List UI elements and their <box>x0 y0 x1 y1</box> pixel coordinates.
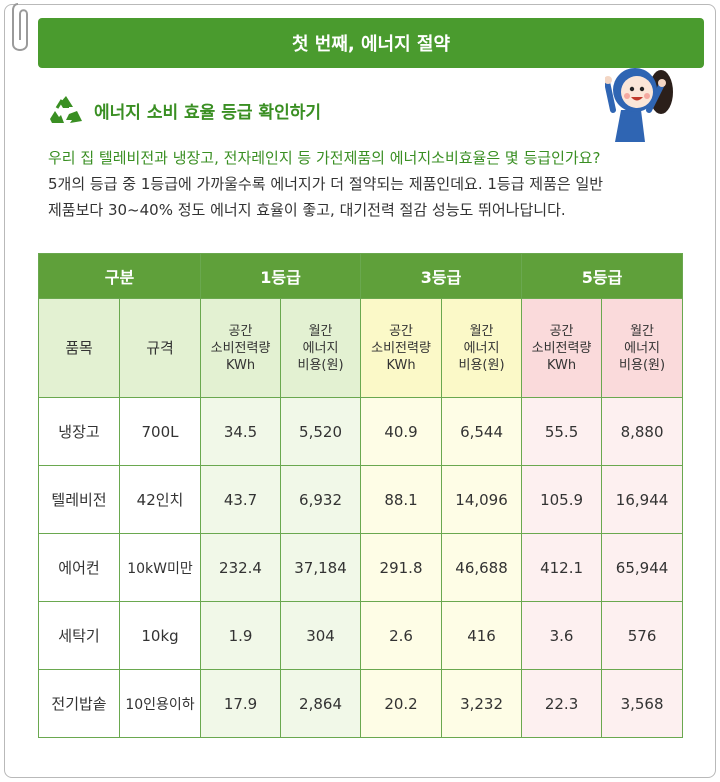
value-cell: 105.9 <box>521 465 603 534</box>
value-cell: 46,688 <box>441 533 523 602</box>
mascot-illustration <box>605 68 673 142</box>
value-cell: 37,184 <box>280 533 362 602</box>
value-cell: 55.5 <box>521 397 603 466</box>
value-cell: 16,944 <box>601 465 684 534</box>
value-cell: 20.2 <box>360 669 443 738</box>
grade-5-power-header: 공간 소비전력량 KWh <box>521 298 603 398</box>
intro-question: 우리 집 텔레비전과 냉장고, 전자레인지 등 가전제품의 에너지소비효율은 몇… <box>48 149 601 167</box>
intro-line-3: 제품보다 30~40% 정도 에너지 효율이 좋고, 대기전력 절감 성능도 뛰… <box>48 201 566 219</box>
spec-cell: 10kg <box>118 601 202 670</box>
value-cell: 2,864 <box>280 669 362 738</box>
table-row: 냉장고 700L 34.5 5,520 40.9 6,544 55.5 8,88… <box>38 397 684 466</box>
value-cell: 3,568 <box>601 669 684 738</box>
intro-text: 우리 집 텔레비전과 냉장고, 전자레인지 등 가전제품의 에너지소비효율은 몇… <box>48 145 678 223</box>
value-cell: 3.6 <box>521 601 603 670</box>
paper-clip-icon <box>12 3 28 51</box>
value-cell: 3,232 <box>441 669 523 738</box>
value-cell: 43.7 <box>200 465 282 534</box>
banner: 첫 번째, 에너지 절약 <box>38 18 704 68</box>
intro-line-2: 5개의 등급 중 1등급에 가까울수록 에너지가 더 절약되는 제품인데요. 1… <box>48 175 604 193</box>
value-cell: 34.5 <box>200 397 282 466</box>
value-cell: 40.9 <box>360 397 443 466</box>
value-cell: 412.1 <box>521 533 603 602</box>
grade-3-header: 3등급 <box>360 253 523 299</box>
item-header: 품목 <box>38 298 120 398</box>
grade-1-power-header: 공간 소비전력량 KWh <box>200 298 282 398</box>
section-title: 에너지 소비 효율 등급 확인하기 <box>94 102 321 123</box>
value-cell: 17.9 <box>200 669 282 738</box>
efficiency-table: 구분 1등급 3등급 5등급 품목 규격 공간 소비전력량 KWh 월간 에너지 비용(… <box>37 253 684 738</box>
value-cell: 8,880 <box>601 397 684 466</box>
table-header-row-2: 품목 규격 공간 소비전력량 KWh 월간 에너지 비용(원) 공간 소비전력량 KWh 월… <box>38 298 684 398</box>
value-cell: 65,944 <box>601 533 684 602</box>
spec-header: 규격 <box>118 298 202 398</box>
table-header-row-1: 구분 1등급 3등급 5등급 <box>37 253 684 299</box>
value-cell: 88.1 <box>360 465 443 534</box>
table-row: 에어컨 10kW미만 232.4 37,184 291.8 46,688 412… <box>38 533 684 602</box>
value-cell: 2.6 <box>360 601 443 670</box>
value-cell: 291.8 <box>360 533 443 602</box>
value-cell: 6,544 <box>441 397 523 466</box>
section-heading: 에너지 소비 효율 등급 확인하기 <box>48 93 321 127</box>
group-header: 구분 <box>37 253 202 299</box>
grade-5-header: 5등급 <box>521 253 684 299</box>
value-cell: 416 <box>441 601 523 670</box>
item-cell: 전기밥솥 <box>38 669 120 738</box>
table-row: 텔레비전 42인치 43.7 6,932 88.1 14,096 105.9 1… <box>38 465 684 534</box>
item-cell: 세탁기 <box>38 601 120 670</box>
value-cell: 14,096 <box>441 465 523 534</box>
grade-1-cost-header: 월간 에너지 비용(원) <box>280 298 362 398</box>
grade-3-power-header: 공간 소비전력량 KWh <box>360 298 443 398</box>
grade-3-cost-header: 월간 에너지 비용(원) <box>441 298 523 398</box>
item-cell: 냉장고 <box>38 397 120 466</box>
value-cell: 5,520 <box>280 397 362 466</box>
recycle-icon <box>50 96 82 123</box>
spec-cell: 10인용이하 <box>118 669 202 738</box>
value-cell: 232.4 <box>200 533 282 602</box>
value-cell: 1.9 <box>200 601 282 670</box>
value-cell: 576 <box>601 601 684 670</box>
spec-cell: 10kW미만 <box>118 533 202 602</box>
table-row: 전기밥솥 10인용이하 17.9 2,864 20.2 3,232 22.3 3… <box>38 669 684 738</box>
grade-1-header: 1등급 <box>200 253 362 299</box>
value-cell: 304 <box>280 601 362 670</box>
table-row: 세탁기 10kg 1.9 304 2.6 416 3.6 576 <box>38 601 684 670</box>
item-cell: 텔레비전 <box>38 465 120 534</box>
spec-cell: 700L <box>118 397 202 466</box>
item-cell: 에어컨 <box>38 533 120 602</box>
spec-cell: 42인치 <box>118 465 202 534</box>
value-cell: 6,932 <box>280 465 362 534</box>
value-cell: 22.3 <box>521 669 603 738</box>
grade-5-cost-header: 월간 에너지 비용(원) <box>601 298 684 398</box>
banner-title: 첫 번째, 에너지 절약 <box>291 34 451 55</box>
